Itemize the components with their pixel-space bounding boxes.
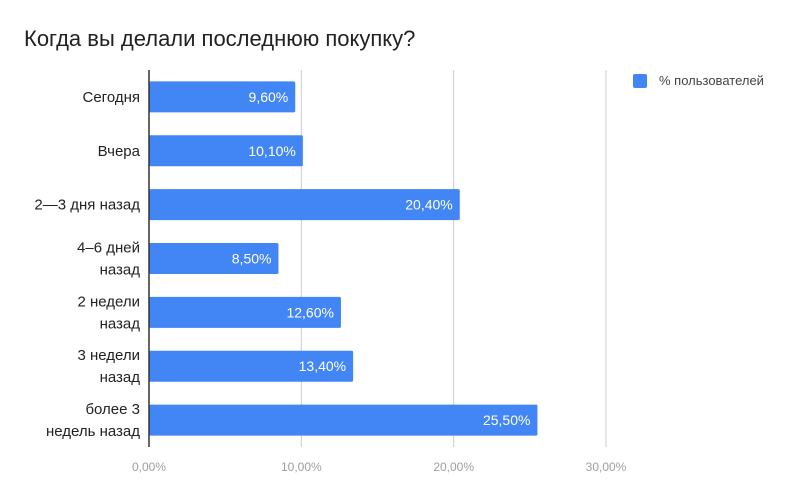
x-tick-label: 20,00% <box>433 460 474 474</box>
category-label-line: 3 недели <box>77 347 140 364</box>
category-label-line: более 3 <box>85 401 140 418</box>
bar-value-label: 9,60% <box>249 89 289 105</box>
legend: % пользователей <box>633 73 764 88</box>
value-labels: 9,60% 10,10% 20,40% 8,50% 12,60% 13,40% 25,50% <box>232 89 531 428</box>
category-label-line: 2 недели <box>77 293 140 310</box>
category-label: Вчера <box>98 143 141 160</box>
category-label-line: назад <box>100 262 141 279</box>
category-label-line: назад <box>100 369 141 386</box>
bar <box>149 243 279 274</box>
bar-value-label: 8,50% <box>232 251 272 267</box>
category-label-line: 2—3 дня назад <box>34 197 140 214</box>
bar-value-label: 13,40% <box>299 358 346 374</box>
tick-labels: 0,00% 10,00% 20,00% 30,00% <box>132 460 627 474</box>
bar <box>149 135 303 167</box>
category-label: 2 недели назад <box>77 293 140 332</box>
x-tick-label: 0,00% <box>132 460 166 474</box>
bars <box>149 81 538 436</box>
category-label-line: Сегодня <box>83 89 141 106</box>
category-label: 4–6 дней назад <box>77 240 140 279</box>
chart-title: Когда вы делали последнюю покупку? <box>24 26 416 51</box>
category-label: более 3 недель назад <box>46 401 140 440</box>
bar <box>149 189 460 221</box>
bar <box>149 81 296 113</box>
bar-value-label: 12,60% <box>286 304 333 320</box>
category-label: 3 недели назад <box>77 347 140 386</box>
grid-lines <box>300 70 607 447</box>
bar <box>149 296 341 328</box>
bar <box>149 404 538 436</box>
bar-value-label: 10,10% <box>248 143 295 159</box>
category-label-line: Вчера <box>98 143 141 160</box>
x-tick-label: 30,00% <box>586 460 627 474</box>
bar-value-label: 20,40% <box>405 197 452 213</box>
x-tick-label: 10,00% <box>281 460 322 474</box>
bar-value-label: 25,50% <box>483 412 530 428</box>
category-label-line: недель назад <box>46 423 140 440</box>
category-label: 2—3 дня назад <box>34 197 140 214</box>
bar <box>149 350 354 382</box>
category-label-line: 4–6 дней <box>77 240 140 257</box>
legend-swatch <box>633 73 647 88</box>
legend-label: % пользователей <box>659 73 764 88</box>
category-label: Сегодня <box>83 89 141 106</box>
category-label-line: назад <box>100 315 141 332</box>
